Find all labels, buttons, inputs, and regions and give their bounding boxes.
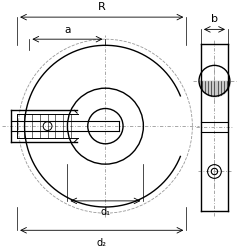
- Text: d₂: d₂: [97, 238, 107, 248]
- Text: a: a: [64, 25, 70, 35]
- Text: d₁: d₁: [100, 207, 110, 217]
- Text: b: b: [211, 14, 218, 24]
- Text: R: R: [98, 2, 106, 12]
